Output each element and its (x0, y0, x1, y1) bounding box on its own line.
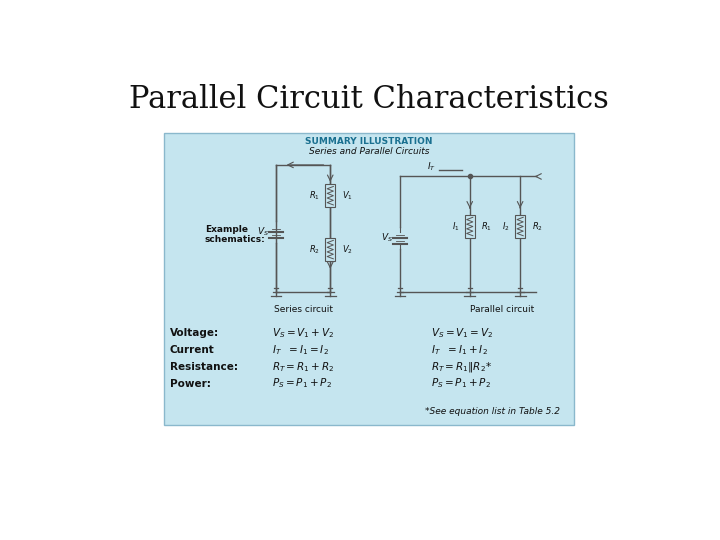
Text: $V_S = V_1 + V_2$: $V_S = V_1 + V_2$ (272, 326, 335, 340)
Text: $P_S = P_1 + P_2$: $P_S = P_1 + P_2$ (272, 377, 332, 390)
Bar (325, 184, 336, 207)
Text: $V_S$: $V_S$ (381, 232, 393, 244)
Text: $V_1$: $V_1$ (342, 190, 353, 202)
Text: $V_S = V_1 = V_2$: $V_S = V_1 = V_2$ (431, 326, 493, 340)
Text: $R_2$: $R_2$ (310, 244, 320, 256)
Text: $I_2$: $I_2$ (503, 220, 510, 233)
Text: $R_1$: $R_1$ (482, 220, 492, 233)
Text: Voltage:: Voltage: (170, 328, 219, 338)
Text: $I_T\ \ = I_1 + I_2$: $I_T\ \ = I_1 + I_2$ (431, 343, 488, 356)
Text: Example
schematics:: Example schematics: (204, 225, 266, 244)
Text: Power:: Power: (170, 379, 211, 389)
Text: $I_1$: $I_1$ (452, 220, 459, 233)
Text: Current: Current (170, 345, 215, 355)
Text: *See equation list in Table 5.2: *See equation list in Table 5.2 (426, 407, 560, 416)
Bar (163, 132, 575, 425)
Text: SUMMARY ILLUSTRATION: SUMMARY ILLUSTRATION (305, 137, 433, 146)
Text: $I_T\ \ = I_1 = I_2$: $I_T\ \ = I_1 = I_2$ (272, 343, 329, 356)
Text: Parallel Circuit Characteristics: Parallel Circuit Characteristics (129, 84, 609, 115)
Bar (515, 215, 525, 238)
Text: Parallel circuit: Parallel circuit (470, 305, 534, 314)
Bar (325, 238, 336, 261)
Text: $R_T = R_1 \| R_2$*: $R_T = R_1 \| R_2$* (431, 360, 492, 374)
Bar (464, 215, 474, 238)
Text: $I_T$: $I_T$ (426, 161, 436, 173)
Text: Series and Parallel Circuits: Series and Parallel Circuits (309, 147, 429, 156)
Text: Resistance:: Resistance: (170, 362, 238, 372)
Text: $R_1$: $R_1$ (310, 190, 320, 202)
Text: Series circuit: Series circuit (274, 305, 333, 314)
Text: $V_S$: $V_S$ (257, 226, 269, 238)
Text: $V_2$: $V_2$ (342, 244, 353, 256)
Text: $R_2$: $R_2$ (531, 220, 543, 233)
Text: $P_S = P_1 + P_2$: $P_S = P_1 + P_2$ (431, 377, 491, 390)
Text: $R_T = R_1 + R_2$: $R_T = R_1 + R_2$ (272, 360, 335, 374)
